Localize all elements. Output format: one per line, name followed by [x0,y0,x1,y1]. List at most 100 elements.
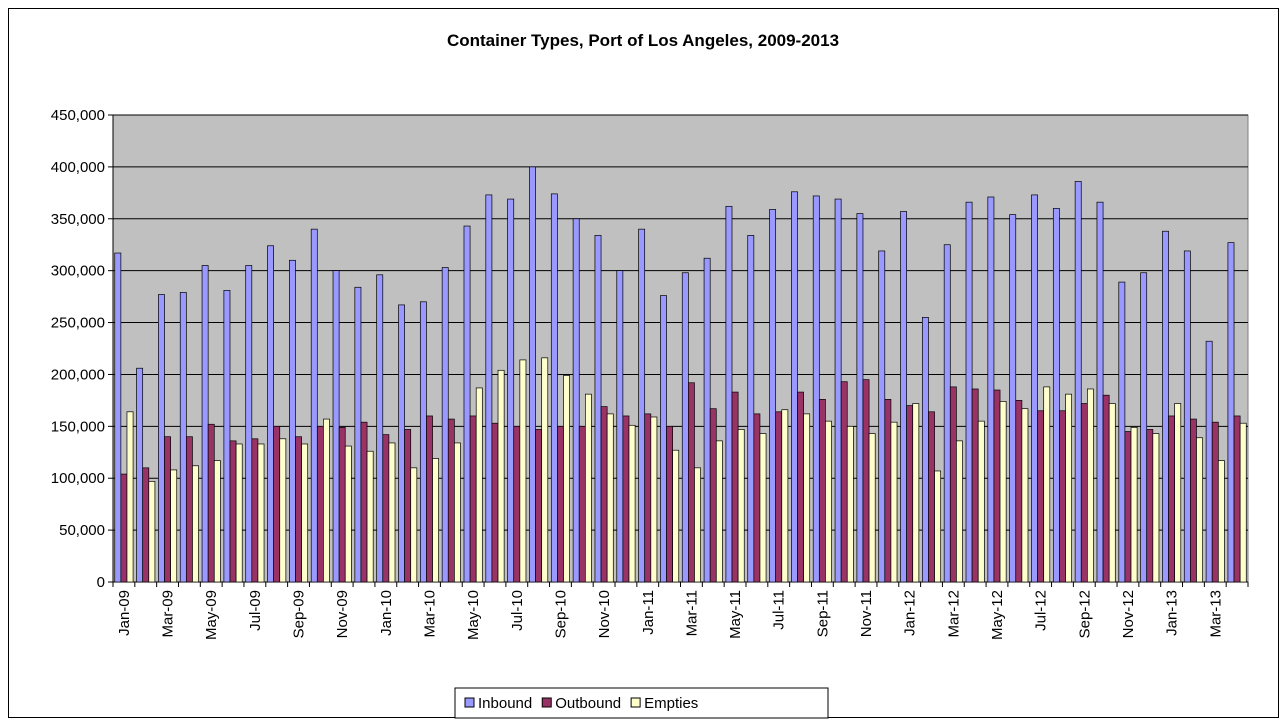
x-tick-label: Sep-11 [814,590,831,637]
bar [432,458,440,583]
bar [616,270,624,583]
x-tick-label: Jul-10 [509,590,526,631]
x-tick-label: Nov-12 [1120,590,1137,638]
bar [803,413,811,583]
bar [987,196,995,583]
bar [229,440,237,583]
bar [862,379,870,583]
bar [638,228,646,583]
bar [1211,421,1219,583]
x-tick-label: Mar-10 [421,590,438,638]
bar [541,357,549,583]
y-tick-label: 450,000 [51,107,105,124]
bar [791,191,798,583]
legend-swatch [541,697,552,708]
y-tick-label: 0 [97,574,105,591]
bar [769,209,777,583]
bar [971,388,979,583]
bar [1130,427,1138,583]
y-tick-label: 100,000 [51,470,105,487]
bar [846,425,854,583]
bar [529,166,536,583]
bar [709,408,717,583]
bar [1162,230,1169,583]
bar [1102,394,1110,583]
y-tick-label: 200,000 [51,366,105,383]
bar [557,425,564,583]
bar [441,267,449,583]
x-tick-label: Jan-09 [116,590,133,636]
bar [426,415,433,583]
bar [164,436,171,583]
bar [694,467,701,583]
bar [934,470,942,583]
bar [666,425,673,583]
bar [797,391,804,583]
bar [245,265,253,583]
bar [354,286,362,583]
bar [1037,410,1045,583]
bar [900,211,907,583]
bar [170,469,178,583]
bar [999,401,1007,583]
bar [192,465,199,583]
bar [454,442,461,583]
bar [207,423,215,583]
bar [1152,433,1160,583]
bar [703,257,711,583]
bar [338,427,346,583]
bar [1146,429,1154,583]
bar [295,436,302,583]
bar [447,418,455,583]
y-tick-label: 50,000 [59,522,105,539]
bar [650,416,658,583]
bar [1043,386,1051,583]
bar [366,450,374,583]
bar [1174,403,1182,583]
bar [257,443,265,583]
bar [1087,388,1094,583]
bar [584,393,592,583]
bar [949,386,957,583]
bar [1205,340,1213,583]
bar [1140,272,1148,583]
bar [179,292,187,583]
bar [715,440,723,583]
bar [360,421,368,583]
x-tick-label: Mar-12 [945,590,962,638]
bar [550,193,558,583]
bar [600,406,608,583]
bar [878,250,886,583]
y-tick-label: 150,000 [51,418,105,435]
bar [943,244,951,583]
bar [1124,431,1132,583]
bar [1052,208,1060,583]
bar [485,194,493,583]
bar [213,460,221,583]
bar [1239,422,1247,583]
bar [136,367,144,583]
bar [1031,194,1038,583]
bar [404,429,412,583]
bar [1190,418,1197,583]
bar [644,413,652,583]
legend-label: Empties [644,695,698,712]
bar [834,198,842,583]
bar [1059,410,1066,583]
bar [410,467,418,583]
bar [513,425,521,583]
bar [868,433,876,583]
x-tick-label: Jul-09 [247,590,264,631]
y-tick-label: 400,000 [51,159,105,176]
x-tick-label: Nov-11 [858,590,875,637]
bar [316,425,324,583]
bar [235,443,243,583]
bar [578,425,586,583]
bar [1227,242,1235,583]
bar [1009,214,1017,583]
x-tick-label: Jul-11 [771,590,788,630]
bar [884,399,892,583]
x-tick-label: May-11 [727,590,744,639]
bar [148,480,156,583]
bar [890,421,898,583]
